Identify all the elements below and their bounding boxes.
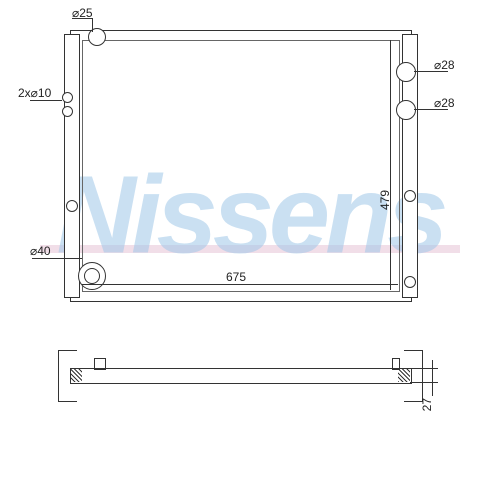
port-right-2	[396, 100, 416, 120]
side-top-stub-l	[94, 358, 106, 370]
dim-height: 479	[378, 190, 392, 210]
label-top-left: ⌀25	[72, 6, 93, 20]
side-bar	[70, 368, 412, 384]
port-right-4	[404, 276, 416, 288]
side-top-stub-r	[392, 358, 400, 370]
port-top-left	[88, 28, 106, 46]
port-left-1	[62, 92, 73, 103]
dim-depth-t	[410, 368, 438, 369]
label-right-2: ⌀28	[434, 96, 455, 110]
port-right-1	[396, 62, 416, 82]
port-left-3	[66, 200, 78, 212]
side-right-bracket	[404, 350, 423, 402]
port-left-2	[62, 106, 73, 117]
dim-depth-b	[410, 382, 438, 383]
port-right-3	[404, 190, 416, 202]
dim-width: 675	[226, 270, 246, 284]
radiator-core	[82, 40, 400, 292]
label-bottom-left: ⌀40	[30, 244, 51, 258]
callout-bl-h	[32, 258, 82, 259]
dim-width-line	[82, 284, 398, 285]
side-left-bracket	[58, 350, 77, 402]
diagram-canvas: Nissens ⌀25 2x⌀10 ⌀40 ⌀28 ⌀28	[0, 0, 500, 500]
dim-depth: 27	[420, 398, 434, 411]
dim-depth-v	[432, 360, 433, 396]
callout-lp-h	[30, 100, 62, 101]
port-bottom-left-inner	[84, 268, 100, 284]
label-left-pair: 2x⌀10	[18, 86, 51, 100]
callout-tl-d	[92, 18, 93, 32]
label-right-1: ⌀28	[434, 58, 455, 72]
dim-height-line	[390, 40, 391, 290]
